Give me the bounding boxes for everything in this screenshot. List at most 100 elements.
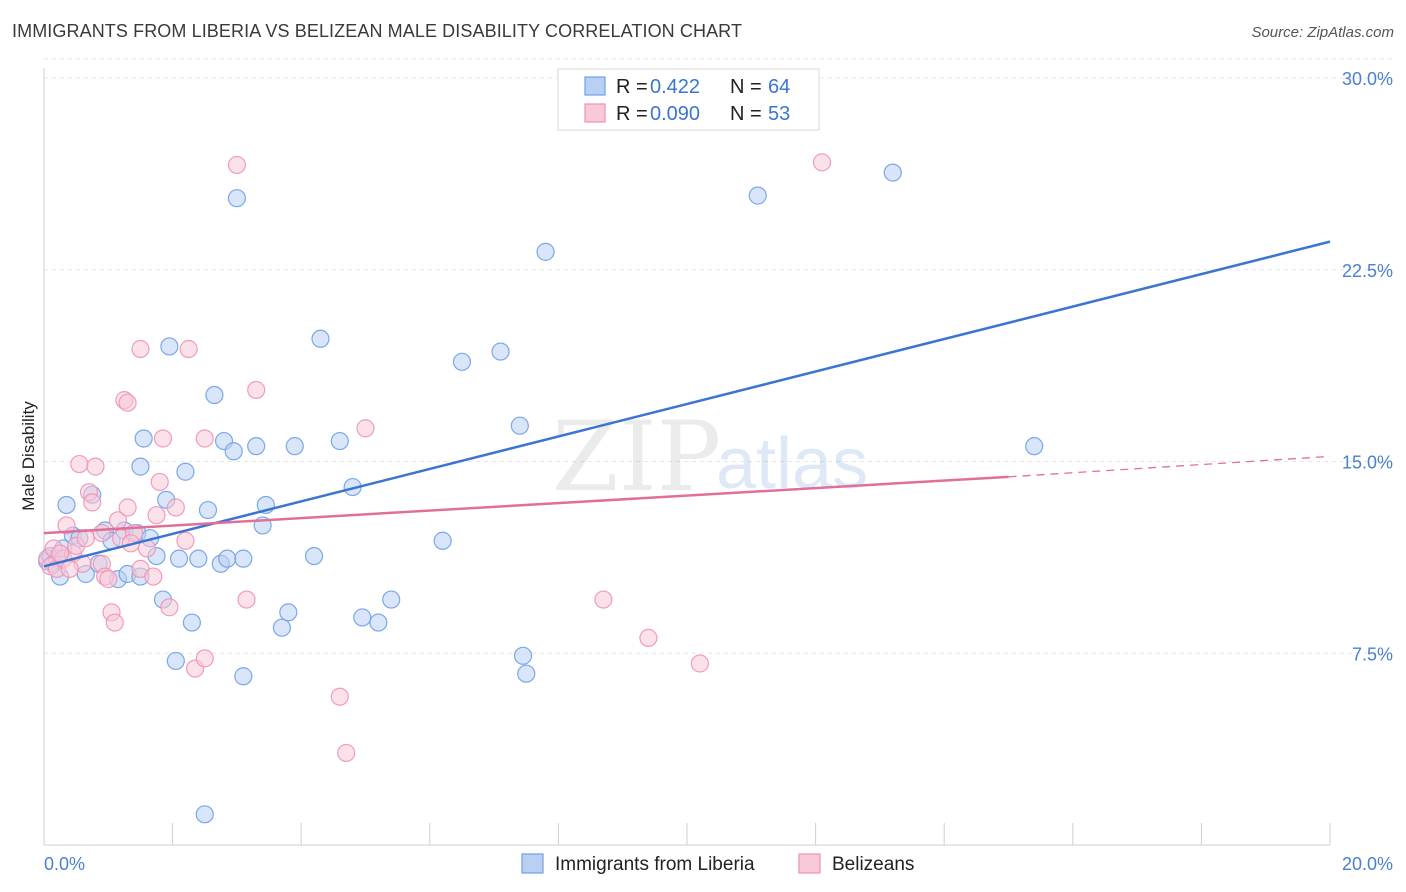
point-belizeans [92, 523, 111, 543]
point-belizeans [166, 498, 185, 517]
point-belizeans [150, 472, 169, 492]
point-belizeans [144, 567, 163, 586]
series-legend-swatch-belizeans [798, 853, 821, 874]
point-liberia [330, 431, 349, 451]
point-liberia [748, 186, 767, 205]
point-liberia [433, 531, 452, 550]
point-liberia [131, 457, 150, 476]
legend-n-value-belizeans: 53 [768, 103, 790, 125]
point-liberia [169, 549, 189, 568]
legend-swatch-liberia [584, 76, 606, 96]
legend-r-label-belizeans: R = [616, 103, 648, 125]
legend-swatch-belizeans [584, 103, 606, 123]
trend-line-liberia [43, 240, 1331, 568]
legend-r-value-belizeans: 0.090 [650, 103, 700, 125]
y-axis-label: Male Disability [19, 401, 38, 511]
point-liberia [234, 549, 253, 568]
point-belizeans [99, 570, 118, 589]
point-belizeans [118, 498, 137, 517]
legend-r-label-liberia: R = [616, 76, 648, 98]
point-liberia [176, 462, 195, 481]
point-liberia [510, 416, 529, 435]
point-liberia [311, 329, 330, 348]
point-belizeans [76, 529, 95, 548]
point-liberia [224, 442, 243, 461]
point-belizeans [195, 649, 214, 668]
point-liberia [382, 590, 401, 609]
watermark: ZIP atlas [552, 401, 868, 513]
point-belizeans [337, 743, 356, 763]
point-belizeans [86, 457, 105, 476]
y-tick-label: 30.0% [1342, 69, 1393, 89]
point-belizeans [812, 153, 832, 172]
point-belizeans [247, 380, 266, 400]
point-liberia [134, 429, 153, 448]
chart-title: IMMIGRANTS FROM LIBERIA VS BELIZEAN MALE… [12, 21, 743, 41]
trend-line-belizeans [43, 475, 1009, 535]
y-tick-label: 22.5% [1342, 261, 1393, 281]
series-legend-label-liberia: Immigrants from Liberia [555, 854, 755, 875]
point-belizeans [356, 419, 375, 438]
point-belizeans [594, 590, 613, 609]
series-legend-label-belizeans: Belizeans [832, 854, 914, 875]
x-tick-marks [43, 823, 1331, 845]
legend-r-value-liberia: 0.422 [650, 76, 700, 98]
point-belizeans [176, 531, 195, 550]
point-liberia [234, 667, 253, 686]
point-liberia [227, 189, 246, 208]
point-liberia [247, 437, 266, 456]
point-belizeans [330, 687, 349, 706]
trend-layer [43, 240, 1331, 568]
legend-n-label-liberia: N = [730, 76, 762, 98]
point-liberia [1025, 437, 1044, 456]
point-belizeans [179, 339, 198, 359]
point-liberia [218, 549, 237, 568]
trend-line-belizeans-extension [1008, 455, 1331, 478]
point-belizeans [639, 628, 658, 648]
point-liberia [517, 664, 536, 683]
series-legend-swatch-liberia [521, 853, 544, 874]
point-belizeans [131, 339, 150, 359]
point-liberia [452, 352, 472, 371]
y-tick-label: 7.5% [1352, 644, 1393, 664]
point-liberia [285, 437, 304, 456]
point-belizeans [147, 506, 166, 525]
point-belizeans [83, 493, 102, 512]
point-liberia [166, 651, 185, 671]
point-belizeans [153, 429, 173, 448]
point-liberia [57, 495, 76, 515]
legend-n-label-belizeans: N = [730, 103, 762, 125]
point-belizeans [690, 654, 709, 673]
point-liberia [536, 242, 555, 261]
point-belizeans [227, 155, 246, 175]
point-belizeans [105, 613, 124, 632]
series-legend: Immigrants from Liberia Belizeans [521, 853, 914, 875]
point-liberia [513, 646, 533, 665]
tick-label-layer: 7.5% 15.0% 22.5% 30.0% [1342, 69, 1393, 664]
point-liberia [883, 163, 902, 182]
point-liberia [353, 608, 372, 627]
point-liberia [198, 500, 218, 520]
point-liberia [195, 805, 214, 824]
point-belizeans [160, 598, 179, 617]
x-tick-label-max: 20.0% [1342, 854, 1393, 874]
chart-source: Source: ZipAtlas.com [1251, 24, 1394, 41]
point-belizeans [57, 516, 76, 535]
point-belizeans [60, 559, 79, 578]
point-liberia [160, 337, 179, 356]
point-liberia [491, 342, 510, 361]
point-belizeans [118, 393, 137, 412]
point-liberia [304, 546, 324, 566]
point-liberia [369, 613, 388, 632]
point-belizeans [70, 454, 89, 474]
legend-n-value-liberia: 64 [768, 76, 790, 98]
point-liberia [272, 618, 292, 637]
point-liberia [205, 385, 224, 405]
point-belizeans [195, 429, 214, 448]
x-tick-label-min: 0.0% [44, 854, 85, 874]
point-belizeans [237, 590, 256, 609]
point-liberia [189, 549, 208, 568]
y-tick-label: 15.0% [1342, 453, 1393, 473]
point-liberia [182, 613, 201, 632]
